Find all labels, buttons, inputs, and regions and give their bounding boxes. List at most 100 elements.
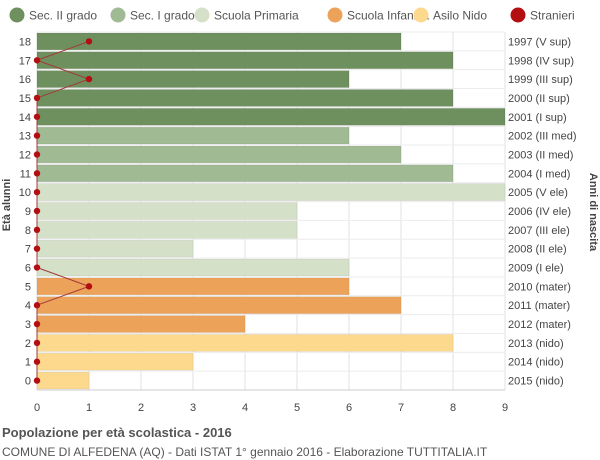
legend-swatch-2 — [194, 7, 210, 23]
stranieri-series — [33, 38, 93, 384]
bar-age-18 — [36, 32, 402, 51]
stranieri-point-age-8 — [33, 226, 41, 234]
age-tick-6: 6 — [25, 263, 31, 275]
age-tick-18: 18 — [19, 36, 31, 48]
year-tick-labels: 1997 (V sup) 1998 (IV sup) 1999 (III sup) 2… — [508, 36, 576, 387]
bar-age-9 — [36, 202, 298, 220]
stranieri-point-age-15 — [33, 94, 41, 102]
year-tick-16: 1999 (III sup) — [508, 74, 573, 86]
bar-age-11 — [36, 164, 454, 182]
stranieri-point-age-18 — [85, 38, 93, 45]
year-tick-14: 2001 (I sup) — [508, 112, 567, 124]
stranieri-point-age-2 — [33, 339, 41, 347]
bar-age-13 — [36, 126, 350, 145]
age-tick-15: 15 — [19, 93, 31, 105]
legend-label-4: Asilo Nido — [433, 9, 487, 23]
bar-age-6 — [36, 258, 350, 277]
legend: Sec. II grado Sec. I grado Scuola Primaria… — [9, 7, 575, 23]
year-tick-13: 2002 (III med) — [508, 131, 576, 143]
legend-label-0: Sec. II grado — [29, 9, 97, 23]
age-tick-1: 1 — [25, 357, 31, 369]
year-tick-15: 2000 (II sup) — [508, 93, 570, 105]
year-tick-9: 2006 (IV ele) — [508, 206, 571, 218]
legend-label-2: Scuola Primaria — [214, 9, 299, 23]
age-tick-13: 13 — [19, 131, 31, 143]
chart-subtitle: COMUNE DI ALFEDENA (AQ) - Dati ISTAT 1° … — [2, 445, 488, 459]
bar-age-4 — [36, 296, 402, 314]
stranieri-point-age-13 — [33, 132, 41, 139]
chart-title: Popolazione per età scolastica - 2016 — [2, 425, 232, 440]
legend-swatch-5 — [510, 7, 526, 23]
x-tick-6: 6 — [346, 402, 352, 414]
year-tick-1: 2014 (nido) — [508, 357, 564, 369]
stranieri-point-age-3 — [33, 320, 41, 328]
x-tick-0: 0 — [34, 402, 40, 414]
y-axis-title: Età alunni — [1, 179, 13, 232]
bar-age-14 — [36, 108, 506, 126]
age-tick-16: 16 — [19, 74, 31, 86]
stranieri-point-age-1 — [33, 358, 41, 365]
bar-age-5 — [36, 277, 350, 296]
stranieri-point-age-9 — [33, 207, 41, 215]
year-tick-4: 2011 (mater) — [508, 300, 570, 312]
stranieri-point-age-6 — [33, 264, 41, 271]
legend-label-5: Stranieri — [530, 9, 575, 23]
age-tick-2: 2 — [25, 338, 31, 350]
x-tick-5: 5 — [294, 402, 300, 414]
year-tick-18: 1997 (V sup) — [508, 36, 571, 48]
year-tick-10: 2005 (V ele) — [508, 187, 568, 199]
age-tick-0: 0 — [25, 376, 31, 388]
age-tick-8: 8 — [25, 225, 31, 237]
bar-age-0 — [36, 371, 90, 390]
bar-age-15 — [36, 89, 454, 107]
bar-age-2 — [36, 334, 454, 352]
stranieri-point-age-0 — [33, 377, 41, 384]
age-tick-7: 7 — [25, 244, 31, 256]
stranieri-point-age-17 — [33, 57, 41, 64]
age-tick-12: 12 — [19, 149, 31, 161]
age-tick-17: 17 — [19, 55, 31, 67]
year-tick-12: 2003 (II med) — [508, 149, 573, 161]
stranieri-point-age-5 — [85, 283, 93, 290]
x-tick-3: 3 — [190, 402, 196, 414]
year-tick-3: 2012 (mater) — [508, 319, 571, 331]
legend-swatch-4 — [413, 7, 429, 23]
legend-swatch-3 — [327, 7, 343, 23]
legend-swatch-1 — [110, 7, 126, 23]
x-tick-9: 9 — [502, 402, 508, 414]
x-tick-7: 7 — [398, 402, 404, 414]
year-tick-5: 2010 (mater) — [508, 281, 571, 293]
stranieri-point-age-11 — [33, 170, 41, 177]
age-tick-9: 9 — [25, 206, 31, 218]
legend-label-3: Scuola Infanzia — [347, 9, 429, 23]
age-tick-14: 14 — [19, 112, 31, 124]
x-tick-8: 8 — [450, 402, 456, 414]
stranieri-point-age-7 — [33, 245, 41, 252]
x-tick-1: 1 — [86, 402, 92, 414]
stranieri-point-age-10 — [33, 188, 41, 196]
x-tick-labels: 0 1 2 3 4 5 6 7 8 9 — [34, 402, 508, 414]
year-tick-17: 1998 (IV sup) — [508, 55, 574, 67]
y-axis-right-title: Anni di nascita — [587, 173, 599, 252]
bar-age-17 — [36, 51, 454, 69]
year-tick-11: 2004 (I med) — [508, 168, 570, 180]
stranieri-point-age-16 — [85, 75, 93, 83]
legend-swatch-0 — [9, 7, 25, 23]
bar-age-10 — [36, 183, 506, 201]
year-tick-2: 2013 (nido) — [508, 338, 564, 350]
x-tick-4: 4 — [242, 402, 248, 414]
x-tick-2: 2 — [138, 402, 144, 414]
bar-age-7 — [36, 240, 194, 258]
year-tick-8: 2007 (III ele) — [508, 225, 570, 237]
bar-age-16 — [36, 70, 350, 88]
stranieri-point-age-12 — [33, 151, 41, 158]
age-tick-3: 3 — [25, 319, 31, 331]
stranieri-point-age-4 — [33, 302, 41, 309]
bar-age-8 — [36, 221, 298, 239]
age-tick-11: 11 — [20, 168, 31, 180]
bar-age-1 — [36, 353, 194, 371]
legend-label-1: Sec. I grado — [130, 9, 195, 23]
population-chart: Sec. II grado Sec. I grado Scuola Primaria… — [1, 7, 599, 414]
year-tick-0: 2015 (nido) — [508, 376, 564, 388]
